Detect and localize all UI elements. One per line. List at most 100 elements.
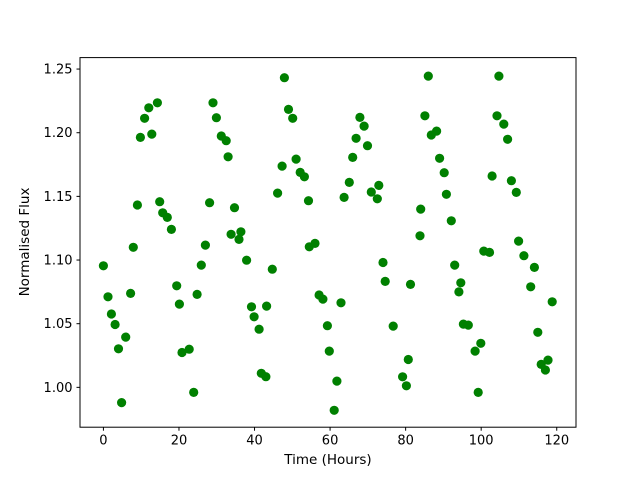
data-point: [324, 346, 334, 356]
axis-tick-labels: 0 20 40 60 80 100 120 1.00 1.05 1.10 1.15 1.20 1.25: [44, 63, 570, 449]
data-point: [351, 133, 361, 143]
data-point: [113, 344, 124, 354]
plot-area: [79, 57, 577, 428]
data-point: [310, 238, 320, 248]
data-point: [446, 216, 456, 226]
data-point: [106, 309, 116, 319]
data-point: [332, 376, 342, 386]
data-point: [359, 121, 369, 131]
data-point: [236, 227, 246, 237]
data-point: [484, 247, 495, 257]
data-point: [362, 141, 373, 151]
data-point: [234, 234, 244, 244]
data-point: [432, 126, 442, 136]
data-point: [476, 338, 486, 348]
data-point: [348, 152, 358, 162]
data-point: [388, 321, 398, 331]
data-point: [117, 398, 127, 408]
data-point: [506, 176, 516, 186]
data-point: [322, 321, 332, 331]
x-tick-label: 120: [544, 434, 569, 449]
data-point: [223, 152, 233, 162]
data-point: [514, 236, 524, 246]
data-point: [177, 347, 187, 358]
data-point: [211, 113, 221, 123]
y-tick-label: 1.20: [44, 126, 73, 141]
data-point: [147, 129, 157, 139]
data-point: [246, 302, 257, 312]
y-tick-label: 1.25: [44, 63, 73, 78]
data-point: [492, 111, 502, 121]
data-point: [110, 319, 120, 330]
data-point: [463, 320, 473, 330]
data-point: [221, 136, 231, 146]
data-point: [103, 292, 113, 302]
data-point: [189, 387, 199, 397]
data-point: [288, 113, 298, 123]
data-point: [494, 71, 504, 81]
data-point: [128, 242, 138, 252]
scatter-points: [98, 71, 557, 415]
data-point: [155, 197, 165, 207]
data-point: [273, 188, 283, 198]
data-point: [339, 192, 349, 202]
data-point: [543, 355, 553, 365]
data-point: [261, 372, 271, 382]
data-point: [226, 229, 236, 239]
data-point: [487, 171, 497, 181]
data-point: [140, 113, 150, 123]
data-point: [456, 278, 466, 288]
data-point: [403, 354, 413, 365]
data-point: [366, 187, 376, 197]
data-point: [511, 187, 521, 197]
data-point: [184, 344, 194, 354]
data-point: [529, 262, 540, 272]
data-point: [283, 104, 294, 114]
data-point: [249, 312, 259, 322]
data-point: [192, 289, 202, 299]
data-point: [267, 264, 277, 274]
data-point: [262, 301, 272, 311]
data-point: [415, 231, 425, 241]
data-point: [470, 346, 480, 356]
y-tick-label: 1.05: [44, 317, 73, 332]
data-point: [416, 204, 426, 214]
data-point: [499, 119, 509, 129]
data-point: [380, 276, 390, 286]
data-point: [336, 298, 346, 308]
data-point: [242, 255, 252, 265]
data-point: [540, 365, 551, 375]
x-tick-label: 100: [469, 434, 494, 449]
data-point: [126, 288, 136, 298]
data-point: [420, 111, 430, 121]
data-point: [132, 200, 142, 210]
data-point: [174, 299, 184, 309]
data-point: [423, 71, 433, 81]
data-point: [135, 132, 145, 142]
data-point: [405, 279, 416, 289]
data-point: [166, 224, 176, 234]
data-point: [229, 203, 240, 213]
data-point: [398, 372, 408, 382]
data-point: [378, 257, 388, 268]
y-axis-label: Normalised Flux: [17, 188, 33, 297]
data-point: [196, 260, 206, 270]
data-point: [172, 281, 182, 291]
data-point: [254, 324, 264, 334]
x-axis-label: Time (Hours): [283, 452, 371, 468]
data-point: [533, 327, 543, 337]
data-point: [299, 172, 309, 182]
data-point: [144, 103, 154, 113]
data-point: [547, 297, 557, 307]
y-tick-label: 1.15: [44, 190, 73, 205]
data-point: [318, 294, 328, 304]
data-point: [98, 261, 108, 271]
data-point: [526, 282, 536, 292]
data-point: [372, 194, 382, 204]
data-point: [200, 240, 210, 250]
x-tick-label: 40: [246, 434, 263, 449]
x-tick-label: 20: [171, 434, 188, 449]
data-point: [473, 387, 483, 397]
